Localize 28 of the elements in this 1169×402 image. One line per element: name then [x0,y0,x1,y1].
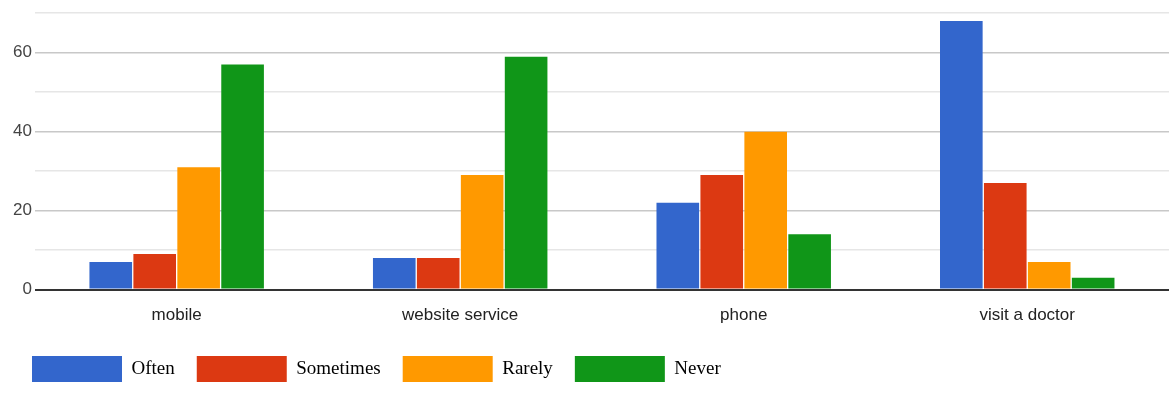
bar [940,21,983,289]
bar [89,261,133,289]
y-tick-label: 40 [12,121,32,141]
bar [983,182,1027,289]
bar [133,254,177,289]
legend-label: Never [674,356,722,378]
y-tick-label: 0 [22,279,32,299]
bar [177,167,220,289]
x-tick-label: website service [401,305,519,325]
y-tick-label: 20 [12,200,32,220]
bar [372,258,416,289]
x-tick-label: phone [720,305,768,325]
x-tick-label: visit a doctor [979,305,1076,325]
y-tick-label: 60 [12,42,32,62]
legend-label: Often [131,356,176,378]
bar [744,131,787,289]
bar [416,258,460,289]
bar [221,64,264,289]
legend-label: Rarely [502,356,554,378]
legend-label: Sometimes [296,356,381,378]
x-tick-label: mobile [151,305,202,325]
bar [504,56,548,289]
bar [460,175,504,289]
bar [700,175,744,289]
bar [656,202,700,289]
bar [1071,277,1115,289]
bar [1027,261,1071,289]
bar [788,234,831,289]
